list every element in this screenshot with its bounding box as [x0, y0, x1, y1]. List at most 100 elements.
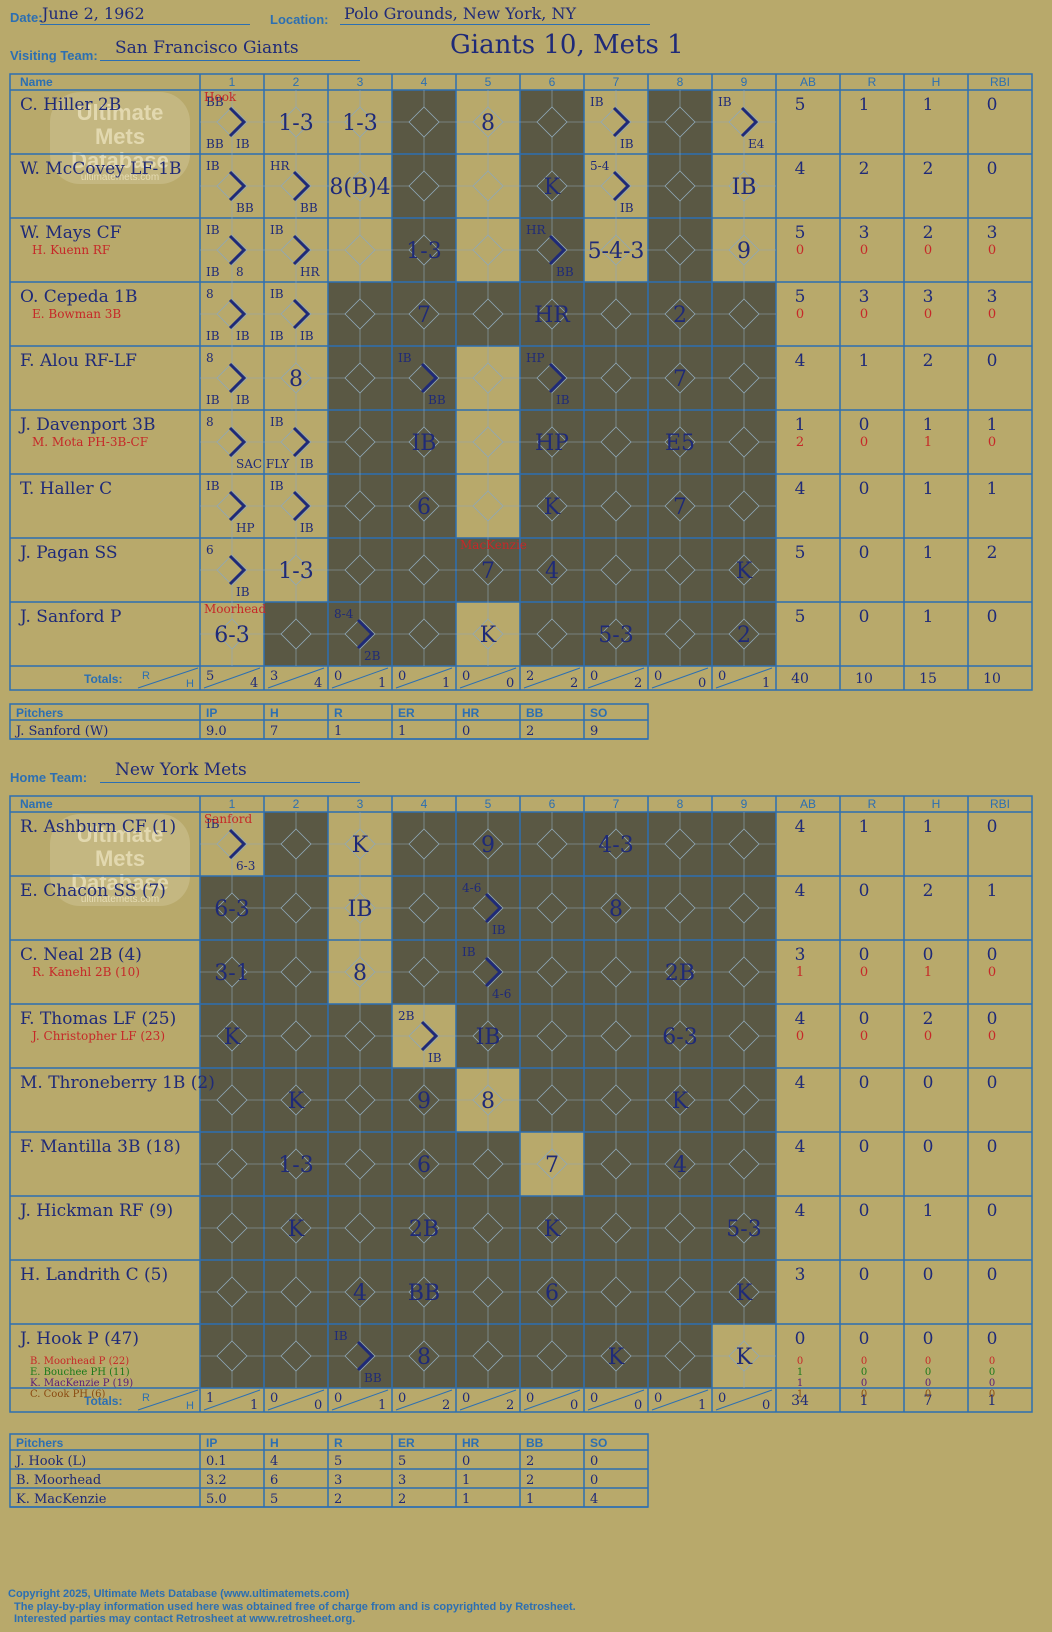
home-player-name: M. Throneberry 1B (2)	[20, 1073, 215, 1093]
visitors-inning-hits: 1	[378, 676, 386, 691]
home-play-part: IB	[334, 1329, 348, 1343]
visitors-inning-runs: 3	[270, 669, 278, 684]
home-play-part: 6-3	[236, 859, 255, 873]
home-col-inning: 7	[613, 797, 620, 811]
home-watermark-badge	[50, 814, 190, 906]
home-inning-slash	[523, 1389, 581, 1411]
visitors-player-stat: 1	[923, 607, 934, 627]
visitors-play-part: IB	[206, 393, 220, 407]
visitors-col-inning: 7	[613, 75, 620, 89]
home-sub-stat: 0	[988, 965, 996, 980]
visitors-inning-runs: 0	[718, 669, 726, 684]
visitors-sub-stat: 0	[796, 243, 804, 258]
home-pitchers-header: BB	[526, 1436, 544, 1450]
home-watermark-line1: Ultimate	[77, 822, 164, 847]
visitors-pitcher-change: Hook	[204, 90, 237, 104]
home-pitchers-cell: 0	[590, 1454, 598, 1469]
home-player-stat: 0	[987, 1201, 998, 1221]
visitors-basepath	[356, 618, 375, 650]
game-date: June 2, 1962	[42, 4, 145, 23]
visitors-sub-stat: 0	[796, 307, 804, 322]
home-sub-stat: 0	[796, 1029, 804, 1044]
home-player-name: J. Hook P (47)	[18, 1329, 139, 1349]
home-col-inning: 4	[421, 797, 428, 811]
visitors-total-stat: 40	[791, 671, 809, 687]
visitors-play-part: IB	[270, 287, 284, 301]
home-inning-slash	[651, 1389, 709, 1411]
visitors-play: 8	[289, 367, 303, 392]
home-inning-hits: 1	[250, 1398, 258, 1413]
visitors-player-name: J. Davenport 3B	[18, 415, 155, 435]
home-pitchers-cell: 0.1	[206, 1454, 227, 1469]
visitors-player-stat: 3	[987, 287, 998, 307]
home-hook-sub-stat: 1	[797, 1378, 803, 1389]
home-play: 8	[609, 897, 623, 922]
visitors-basepath	[292, 234, 311, 266]
home-play: K	[736, 1281, 753, 1306]
visitors-inning-slash	[395, 667, 453, 689]
visitors-play-part: HP	[526, 351, 545, 365]
visitors-inning-hits: 4	[314, 676, 322, 691]
home-player-stat: 3	[795, 1265, 806, 1285]
visitors-play-part: IB	[556, 393, 570, 407]
home-player-stat: 0	[987, 1073, 998, 1093]
visitors-player-stat: 2	[987, 543, 998, 563]
home-sub-stat: 1	[796, 965, 804, 980]
home-hook-sub-stat: 0	[989, 1378, 995, 1389]
visitors-player-stat: 0	[859, 607, 870, 627]
home-col-inning: 1	[229, 797, 236, 811]
home-watermark-url: ultimatemets.com	[81, 894, 159, 905]
home-inning-slash	[715, 1389, 773, 1411]
home-hook-sub-stat: 0	[925, 1378, 931, 1389]
home-player-stat: 0	[859, 1009, 870, 1029]
home-play: 9	[417, 1089, 431, 1114]
visitors-play: K	[736, 559, 753, 584]
visitors-col-stat: H	[932, 75, 941, 89]
visitors-sub-stat: 0	[988, 435, 996, 450]
visitors-inning-hits: 1	[762, 676, 770, 691]
home-hook-sub-stat: 0	[989, 1389, 995, 1400]
visitors-basepath	[228, 106, 247, 138]
home-player-stat: 4	[795, 1137, 806, 1157]
home-pitchers-cell: 4	[270, 1454, 278, 1469]
home-inning-hits: 2	[506, 1398, 514, 1413]
home-sub-stat: 0	[860, 1029, 868, 1044]
visitors-player-stat: 0	[987, 351, 998, 371]
visitors-play-part: 2B	[364, 649, 381, 663]
home-player-name: E. Chacon SS (7)	[20, 881, 166, 901]
visitors-basepath	[228, 426, 247, 458]
visitors-total-stat: 10	[855, 671, 873, 687]
visitors-pitchers-cell: 9	[590, 724, 598, 739]
visitors-watermark-line1: Ultimate	[77, 100, 164, 125]
visitors-pitchers-cell: 1	[334, 724, 342, 739]
home-play: 8	[481, 1089, 495, 1114]
home-team-name: New York Mets	[115, 760, 247, 780]
home-pitchers-header: HR	[462, 1436, 480, 1450]
home-play: K	[608, 1345, 625, 1370]
game-location: Polo Grounds, New York, NY	[344, 4, 577, 23]
visitors-play: 7	[673, 367, 687, 392]
home-pitchers-cell: 6	[270, 1473, 278, 1488]
visitors-basepath	[420, 362, 439, 394]
visitors-player-stat: 1	[987, 415, 998, 435]
visitors-play-part: HR	[300, 265, 320, 279]
home-play: K	[672, 1089, 689, 1114]
home-hook-sub-stat: 0	[861, 1356, 867, 1367]
visitors-col-inning: 5	[485, 75, 492, 89]
visitors-inning-slash	[587, 667, 645, 689]
visitors-inning-slash	[715, 667, 773, 689]
visitors-play-part: E4	[748, 137, 765, 151]
home-player-stat: 0	[795, 1329, 806, 1349]
visitors-player-stat: 4	[795, 479, 806, 499]
home-col-stat: RBI	[990, 797, 1010, 811]
visitors-inning-hits: 0	[506, 676, 514, 691]
home-inning-runs: 0	[270, 1391, 278, 1406]
visitors-col-inning: 3	[357, 75, 364, 89]
visitors-player-stat: 1	[987, 479, 998, 499]
visiting-team-label: Visiting Team:	[10, 48, 98, 63]
visitors-play: 1-3	[406, 239, 441, 264]
home-inning-runs: 0	[654, 1391, 662, 1406]
visitors-player-stat: 2	[923, 159, 934, 179]
visitors-play: 7	[673, 495, 687, 520]
visitors-pitchers-header: BB	[526, 706, 544, 720]
